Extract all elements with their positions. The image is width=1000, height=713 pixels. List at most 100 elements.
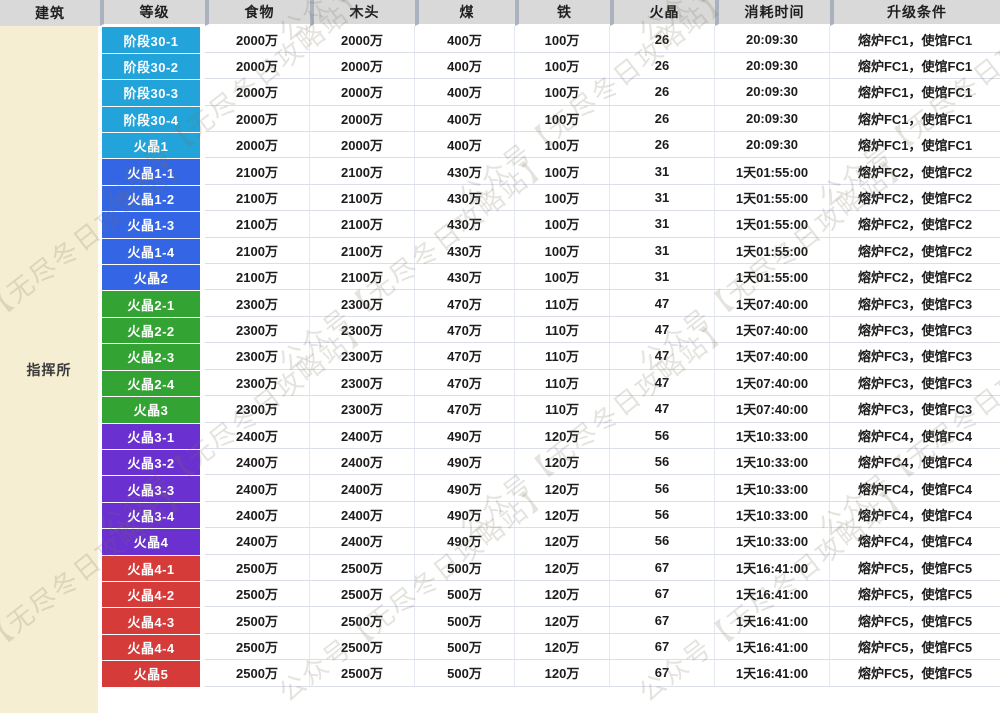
- cell-coal: 430万: [415, 264, 515, 291]
- cell-iron: 120万: [515, 422, 610, 449]
- cell-wood: 2500万: [310, 633, 415, 661]
- cell-fire-crystal: 47: [610, 343, 715, 370]
- cell-food: 2500万: [205, 633, 310, 661]
- cell-time: 1天10:33:00: [715, 422, 830, 449]
- level-chip: 火晶5: [102, 661, 200, 687]
- cell-condition: 熔炉FC1，使馆FC1: [830, 105, 1000, 133]
- level-chip: 火晶3-4: [102, 502, 200, 529]
- cell-food: 2300万: [205, 396, 310, 423]
- cell-wood: 2000万: [310, 79, 415, 106]
- cell-condition: 熔炉FC3，使馆FC3: [830, 369, 1000, 397]
- cell-time: 1天01:55:00: [715, 237, 830, 265]
- cell-fire-crystal: 31: [610, 237, 715, 265]
- cell-fire-crystal: 67: [610, 554, 715, 581]
- cell-condition: 熔炉FC1，使馆FC1: [830, 79, 1000, 106]
- cell-time: 1天07:40:00: [715, 343, 830, 370]
- cell-fire-crystal: 56: [610, 422, 715, 449]
- cell-level: 火晶1: [100, 132, 205, 159]
- cell-iron: 100万: [515, 52, 610, 80]
- cell-coal: 400万: [415, 132, 515, 159]
- cell-wood: 2400万: [310, 501, 415, 529]
- cell-coal: 500万: [415, 554, 515, 581]
- header-cell-fire-crystal: 火晶: [610, 0, 715, 27]
- cell-coal: 470万: [415, 316, 515, 344]
- cell-food: 2300万: [205, 369, 310, 397]
- cell-time: 1天10:33:00: [715, 448, 830, 476]
- cell-time: 20:09:30: [715, 132, 830, 159]
- cell-wood: 2400万: [310, 448, 415, 476]
- cell-food: 2100万: [205, 184, 310, 212]
- level-chip: 火晶2-3: [102, 344, 200, 370]
- cell-coal: 430万: [415, 184, 515, 212]
- cell-wood: 2300万: [310, 343, 415, 370]
- cell-coal: 470万: [415, 396, 515, 423]
- cell-food: 2400万: [205, 422, 310, 449]
- cell-level: 火晶4-1: [100, 554, 205, 581]
- cell-food: 2300万: [205, 343, 310, 370]
- cell-wood: 2000万: [310, 105, 415, 133]
- cell-time: 1天07:40:00: [715, 396, 830, 423]
- level-chip: 火晶4-3: [102, 608, 200, 634]
- cell-level: 阶段30-1: [100, 26, 205, 53]
- cell-food: 2500万: [205, 554, 310, 581]
- header-cell-time: 消耗时间: [715, 0, 830, 27]
- cell-fire-crystal: 56: [610, 501, 715, 529]
- cell-wood: 2100万: [310, 237, 415, 265]
- level-chip: 火晶4: [102, 529, 200, 555]
- cell-condition: 熔炉FC5，使馆FC5: [830, 580, 1000, 608]
- cell-wood: 2500万: [310, 554, 415, 581]
- cell-fire-crystal: 26: [610, 105, 715, 133]
- cell-time: 1天10:33:00: [715, 475, 830, 502]
- cell-wood: 2400万: [310, 528, 415, 555]
- cell-wood: 2300万: [310, 396, 415, 423]
- level-chip: 火晶1-3: [102, 212, 200, 238]
- cell-condition: 熔炉FC5，使馆FC5: [830, 554, 1000, 581]
- level-chip: 火晶3-2: [102, 449, 200, 476]
- cell-condition: 熔炉FC5，使馆FC5: [830, 607, 1000, 634]
- cell-iron: 120万: [515, 607, 610, 634]
- cell-fire-crystal: 56: [610, 475, 715, 502]
- cell-time: 1天16:41:00: [715, 607, 830, 634]
- cell-level: 火晶3-3: [100, 475, 205, 502]
- cell-wood: 2300万: [310, 369, 415, 397]
- cell-iron: 120万: [515, 580, 610, 608]
- cell-fire-crystal: 26: [610, 132, 715, 159]
- level-chip: 火晶3: [102, 397, 200, 423]
- cell-coal: 490万: [415, 501, 515, 529]
- cell-food: 2300万: [205, 290, 310, 317]
- cell-time: 1天07:40:00: [715, 316, 830, 344]
- cell-time: 1天10:33:00: [715, 528, 830, 555]
- cell-condition: 熔炉FC2，使馆FC2: [830, 237, 1000, 265]
- cell-fire-crystal: 31: [610, 184, 715, 212]
- cell-food: 2400万: [205, 528, 310, 555]
- cell-iron: 100万: [515, 264, 610, 291]
- cell-time: 20:09:30: [715, 79, 830, 106]
- cell-coal: 500万: [415, 660, 515, 687]
- cell-condition: 熔炉FC5，使馆FC5: [830, 633, 1000, 661]
- cell-wood: 2100万: [310, 184, 415, 212]
- cell-wood: 2000万: [310, 26, 415, 53]
- cell-coal: 500万: [415, 633, 515, 661]
- cell-fire-crystal: 47: [610, 369, 715, 397]
- cell-time: 20:09:30: [715, 26, 830, 53]
- level-chip: 阶段30-4: [102, 106, 200, 133]
- cell-fire-crystal: 56: [610, 448, 715, 476]
- cell-time: 1天16:41:00: [715, 554, 830, 581]
- cell-condition: 熔炉FC4，使馆FC4: [830, 475, 1000, 502]
- cell-condition: 熔炉FC5，使馆FC5: [830, 660, 1000, 687]
- level-chip: 阶段30-3: [102, 80, 200, 106]
- cell-level: 阶段30-3: [100, 79, 205, 106]
- level-chip: 火晶1: [102, 133, 200, 159]
- header-cell-wood: 木头: [310, 0, 415, 27]
- level-chip: 火晶1-1: [102, 159, 200, 185]
- cell-wood: 2000万: [310, 132, 415, 159]
- cell-fire-crystal: 67: [610, 633, 715, 661]
- cell-fire-crystal: 47: [610, 316, 715, 344]
- cell-coal: 490万: [415, 528, 515, 555]
- cell-fire-crystal: 67: [610, 580, 715, 608]
- cell-iron: 110万: [515, 316, 610, 344]
- level-chip: 火晶4-2: [102, 581, 200, 608]
- cell-food: 2400万: [205, 448, 310, 476]
- cell-iron: 110万: [515, 343, 610, 370]
